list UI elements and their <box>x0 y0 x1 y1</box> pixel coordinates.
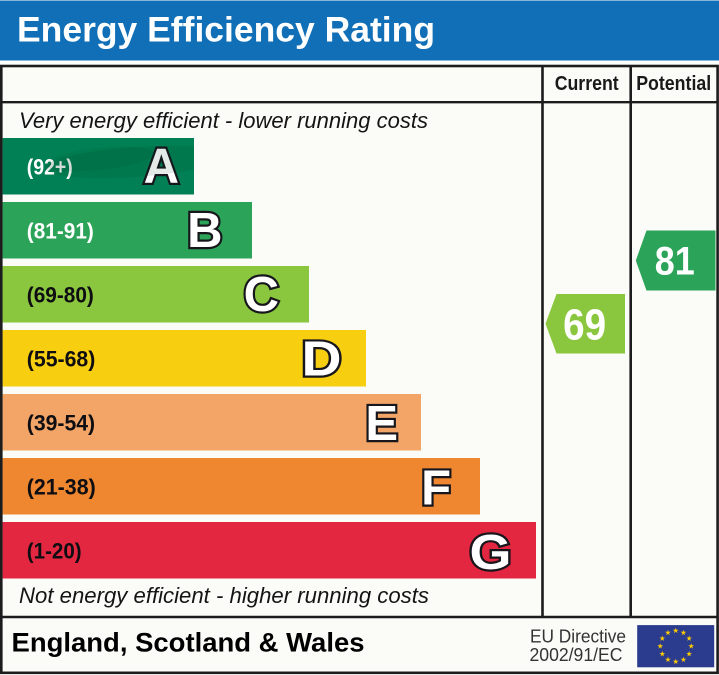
svg-text:Energy Efficiency Rating: Energy Efficiency Rating <box>17 10 435 50</box>
svg-text:69: 69 <box>563 302 606 350</box>
svg-text:2002/91/EC: 2002/91/EC <box>530 645 623 665</box>
svg-text:(69-80): (69-80) <box>27 282 94 307</box>
svg-text:England, Scotland & Wales: England, Scotland & Wales <box>12 627 365 657</box>
svg-text:C: C <box>244 268 279 322</box>
svg-text:B: B <box>187 204 222 258</box>
svg-text:(81-91): (81-91) <box>27 218 94 243</box>
svg-text:(55-68): (55-68) <box>27 346 96 371</box>
svg-text:(21-38): (21-38) <box>27 474 96 499</box>
svg-text:Potential: Potential <box>636 73 711 95</box>
svg-text:(1-20): (1-20) <box>27 538 82 563</box>
svg-text:Very energy efficient - lower: Very energy efficient - lower running co… <box>19 108 428 133</box>
svg-text:D: D <box>302 333 342 387</box>
svg-text:A: A <box>144 139 179 193</box>
svg-text:(92+): (92+) <box>27 154 73 179</box>
svg-text:Current: Current <box>555 73 619 95</box>
svg-text:Not energy efficient - higher: Not energy efficient - higher running co… <box>19 583 429 608</box>
svg-text:(39-54): (39-54) <box>27 410 95 435</box>
svg-text:G: G <box>470 526 512 580</box>
svg-text:E: E <box>365 397 398 451</box>
svg-text:F: F <box>421 462 451 516</box>
svg-text:81: 81 <box>655 240 695 284</box>
svg-text:EU Directive: EU Directive <box>530 626 626 646</box>
